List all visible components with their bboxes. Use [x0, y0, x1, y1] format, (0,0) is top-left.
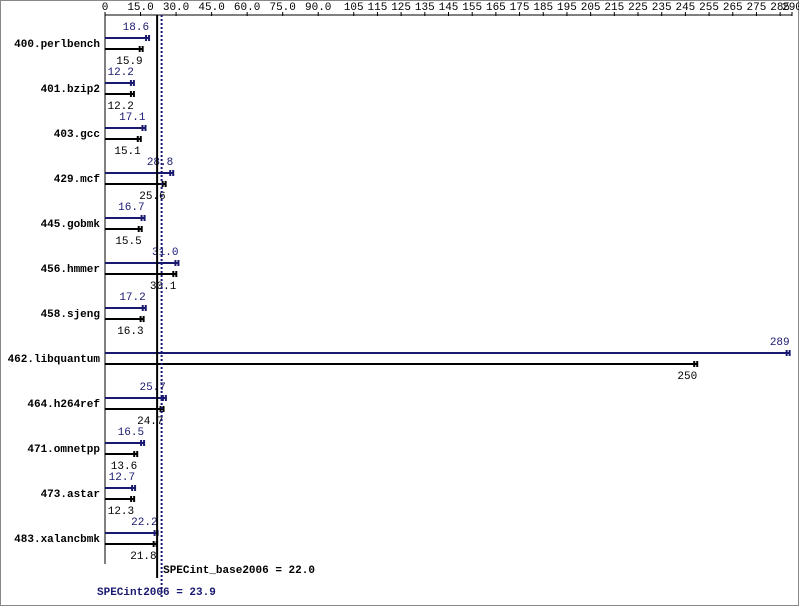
category-label: 403.gcc [54, 129, 100, 141]
value-label: 17.2 [119, 292, 145, 304]
value-label: 30.1 [150, 281, 177, 293]
bar [105, 361, 699, 367]
category-label: 445.gobmk [41, 219, 101, 231]
value-label: 21.8 [130, 551, 156, 563]
value-label: 28.8 [147, 157, 173, 169]
bar [105, 485, 137, 491]
bar [105, 91, 135, 97]
value-label: 15.9 [116, 56, 142, 68]
value-label: 12.3 [108, 506, 134, 518]
x-tick-label: 225 [628, 2, 648, 14]
bar [105, 316, 145, 322]
value-label: 15.5 [115, 236, 141, 248]
category-label: 401.bzip2 [41, 84, 100, 96]
value-label: 16.7 [118, 202, 144, 214]
category-label: 473.astar [41, 489, 100, 501]
bar [105, 136, 142, 142]
value-label: 12.2 [107, 67, 133, 79]
category-label: 483.xalancbmk [14, 534, 100, 546]
value-label: 12.7 [109, 472, 135, 484]
bar [105, 350, 791, 356]
category-label: 456.hmmer [41, 264, 100, 276]
value-label: 25.7 [139, 382, 165, 394]
value-label: 25.6 [139, 191, 165, 203]
bar [105, 46, 144, 52]
value-label: 22.2 [131, 517, 157, 529]
bar [105, 226, 143, 232]
x-tick-label: 135 [415, 2, 435, 14]
x-tick-label: 145 [439, 2, 459, 14]
category-label: 464.h264ref [27, 399, 100, 411]
x-tick-label: 175 [510, 2, 530, 14]
bar [105, 305, 147, 311]
x-tick-label: 275 [747, 2, 767, 14]
bar [105, 395, 167, 401]
reference-label: SPECint_base2006 = 22.0 [163, 565, 315, 577]
bar [105, 451, 139, 457]
x-tick-label: 105 [344, 2, 364, 14]
x-tick-label: 155 [462, 2, 482, 14]
x-tick-label: 165 [486, 2, 506, 14]
x-tick-label: 185 [533, 2, 553, 14]
x-tick-label: 255 [699, 2, 719, 14]
x-tick-label: 60.0 [234, 2, 260, 14]
x-tick-label: 195 [557, 2, 577, 14]
bar [105, 406, 165, 412]
x-tick-label: 245 [675, 2, 695, 14]
category-label: 462.libquantum [8, 354, 101, 366]
x-tick-label: 205 [581, 2, 601, 14]
x-tick-label: 30.0 [163, 2, 189, 14]
x-tick-label: 75.0 [269, 2, 295, 14]
value-label: 289 [770, 337, 790, 349]
value-label: 18.6 [123, 22, 149, 34]
x-tick-label: 290 [782, 2, 799, 14]
value-label: 250 [677, 371, 697, 383]
x-tick-label: 235 [652, 2, 672, 14]
bar [105, 125, 147, 131]
value-label: 13.6 [111, 461, 137, 473]
x-tick-label: 215 [604, 2, 624, 14]
value-label: 16.5 [118, 427, 144, 439]
value-label: 31.0 [152, 247, 178, 259]
reference-label: SPECint2006 = 23.9 [97, 587, 216, 599]
category-label: 400.perlbench [14, 39, 100, 51]
bar [105, 496, 136, 502]
bar [105, 260, 180, 266]
x-tick-label: 90.0 [305, 2, 331, 14]
x-tick-label: 285 [770, 2, 790, 14]
x-tick-label: 125 [391, 2, 411, 14]
bar [105, 181, 167, 187]
category-label: 471.omnetpp [27, 444, 100, 456]
value-label: 17.1 [119, 112, 146, 124]
x-tick-label: 15.0 [127, 2, 153, 14]
bar [105, 35, 151, 41]
value-label: 15.1 [114, 146, 141, 158]
bar [105, 440, 146, 446]
bar [105, 215, 146, 221]
x-tick-label: 45.0 [198, 2, 224, 14]
x-tick-label: 0 [102, 2, 109, 14]
category-label: 429.mcf [54, 174, 101, 186]
x-tick-label: 265 [723, 2, 743, 14]
x-tick-label: 115 [368, 2, 388, 14]
bar [105, 80, 135, 86]
value-label: 12.2 [107, 101, 133, 113]
bar [105, 271, 178, 277]
category-label: 458.sjeng [41, 309, 100, 321]
value-label: 16.3 [117, 326, 143, 338]
